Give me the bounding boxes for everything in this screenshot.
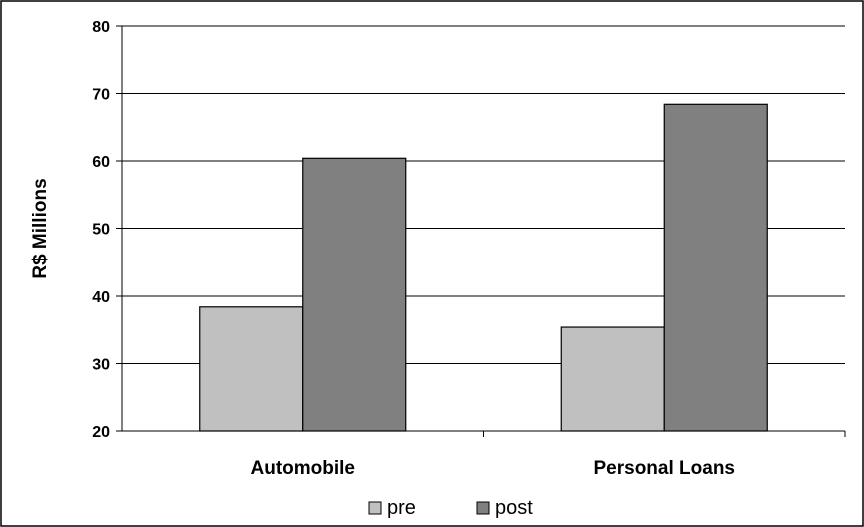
- legend-label-pre: pre: [387, 497, 416, 519]
- y-axis-label: R$ Millions: [30, 178, 51, 278]
- bar-post-automobile: [302, 157, 407, 432]
- bar-pre-personal-loans: [560, 326, 665, 432]
- bars: [199, 103, 768, 432]
- legend-swatch-post: [476, 501, 490, 515]
- legend: pre post: [368, 497, 533, 519]
- y-tick-label: 70: [92, 87, 110, 104]
- legend-swatch-pre: [368, 501, 382, 515]
- legend-label-post: post: [495, 497, 533, 519]
- y-tick-label: 80: [92, 19, 110, 36]
- y-tick-label: 30: [92, 357, 110, 374]
- bar-pre-automobile: [199, 306, 304, 432]
- axes: [116, 25, 846, 437]
- bar-post-personal-loans: [663, 103, 768, 432]
- y-tick-label: 50: [92, 222, 110, 239]
- x-category-label: Personal Loans: [594, 458, 736, 479]
- y-tick-label: 60: [92, 154, 110, 171]
- y-tick-label: 20: [92, 424, 110, 441]
- x-category-label: Automobile: [251, 458, 356, 479]
- y-tick-label: 40: [92, 289, 110, 306]
- axis-labels: R$ Millions 20 30 40 50 60 70 80 Automobile Pers…: [30, 19, 735, 479]
